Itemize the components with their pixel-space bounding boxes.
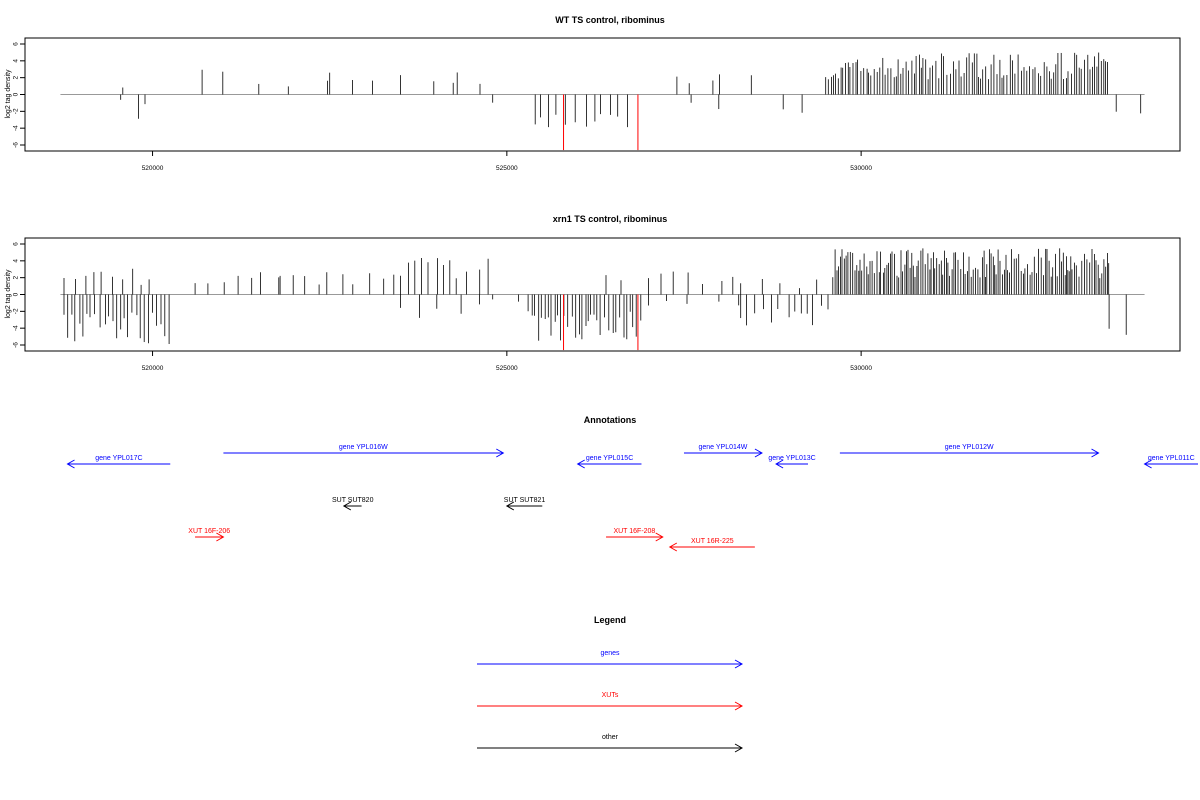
- y-tick-label: -2: [13, 108, 20, 114]
- highlight-bars: [563, 294, 639, 351]
- y-axis: -6 -4 -2 0 2 4 6: [13, 242, 26, 348]
- annotation-feature: gene YPL017C: [66, 455, 171, 469]
- y-tick-label: -6: [13, 142, 20, 148]
- annotation-feature: XUT 16F-208: [606, 528, 664, 542]
- feature-label: gene YPL015C: [586, 455, 633, 462]
- legend-title: Legend: [594, 615, 626, 625]
- feature-label: SUT SUT821: [504, 497, 546, 504]
- annotation-feature: XUT 16R-225: [668, 538, 755, 552]
- y-tick-label: 0: [13, 292, 20, 296]
- legend-arrowhead: [734, 659, 744, 669]
- annotation-feature: gene YPL014W: [683, 444, 763, 458]
- annotation-feature: gene YPL016W: [223, 444, 505, 458]
- panel-title: WT TS control, ribominus: [555, 15, 665, 25]
- x-tick-label: 525000: [496, 365, 518, 372]
- panel-title: xrn1 TS control, ribominus: [553, 214, 668, 224]
- feature-arrowhead: [505, 501, 515, 511]
- x-axis: 520000 525000 530000: [142, 151, 872, 172]
- feature-arrowhead: [66, 459, 75, 469]
- feature-arrowhead: [775, 459, 784, 469]
- legend-item: XUTs: [477, 692, 744, 711]
- annotation-features: gene YPL017C gene YPL016W gene YPL015C gene…: [66, 444, 1198, 552]
- y-tick-label: 2: [13, 275, 20, 279]
- feature-arrowhead: [655, 532, 664, 542]
- feature-arrowhead: [576, 459, 585, 469]
- feature-label: gene YPL014W: [698, 444, 747, 451]
- y-tick-label: -4: [13, 125, 20, 131]
- feature-arrowhead: [1143, 459, 1152, 469]
- y-axis: -6 -4 -2 0 2 4 6: [13, 42, 26, 148]
- y-axis-label: log2 tag density: [5, 69, 12, 119]
- annotation-feature: gene YPL012W: [839, 444, 1100, 458]
- annotation-feature: gene YPL015C: [576, 455, 642, 469]
- x-tick-label: 530000: [850, 365, 872, 372]
- legend-item: other: [477, 734, 744, 753]
- x-tick-label: 520000: [142, 165, 164, 172]
- feature-label: XUT 16R-225: [691, 538, 734, 545]
- annotation-feature: XUT 16F-206: [188, 528, 230, 542]
- legend: Legend genes XUTs other: [477, 615, 744, 753]
- legend-items: genes XUTs other: [477, 650, 744, 753]
- annotation-feature: gene YPL013C: [768, 455, 816, 469]
- legend-arrowhead: [734, 743, 744, 753]
- feature-arrowhead: [496, 448, 505, 458]
- legend-label: other: [602, 734, 619, 741]
- feature-label: gene YPL013C: [768, 455, 815, 462]
- xrn1-ts-control-panel: xrn1 TS control, ribominus -6 -4 -2 0 2 4 6 lo…: [5, 214, 1181, 372]
- feature-arrowhead: [342, 501, 352, 511]
- y-tick-label: 6: [13, 242, 20, 246]
- feature-label: XUT 16F-206: [188, 528, 230, 535]
- y-tick-label: 4: [13, 59, 20, 63]
- y-axis-label: log2 tag density: [5, 269, 12, 319]
- x-tick-label: 530000: [850, 165, 872, 172]
- feature-label: gene YPL012W: [945, 444, 994, 451]
- feature-arrowhead: [668, 542, 678, 552]
- y-tick-label: 4: [13, 259, 20, 263]
- y-tick-label: 2: [13, 75, 20, 79]
- x-tick-label: 525000: [496, 165, 518, 172]
- feature-label: gene YPL011C: [1148, 455, 1195, 462]
- legend-label: XUTs: [602, 692, 619, 699]
- feature-label: SUT SUT820: [332, 497, 374, 504]
- annotation-feature: gene YPL011C: [1143, 455, 1198, 469]
- density-bars: [120, 52, 1142, 128]
- feature-arrowhead: [754, 448, 763, 458]
- y-tick-label: -6: [13, 342, 20, 348]
- feature-label: gene YPL016W: [339, 444, 388, 451]
- highlight-bars: [563, 94, 639, 151]
- y-tick-label: 6: [13, 42, 20, 46]
- legend-label: genes: [600, 650, 620, 657]
- annotation-feature: SUT SUT820: [332, 497, 374, 511]
- feature-arrowhead: [216, 532, 225, 542]
- x-axis: 520000 525000 530000: [142, 351, 872, 372]
- annotation-feature: SUT SUT821: [504, 497, 546, 511]
- wt-ts-control-panel: WT TS control, ribominus -6 -4 -2 0 2 4 6 log2…: [5, 15, 1181, 172]
- legend-arrowhead: [734, 701, 744, 711]
- y-tick-label: -2: [13, 308, 20, 314]
- y-tick-label: 0: [13, 92, 20, 96]
- x-tick-label: 520000: [142, 365, 164, 372]
- feature-arrowhead: [1091, 448, 1100, 458]
- feature-label: gene YPL017C: [95, 455, 142, 462]
- annotations-title: Annotations: [584, 415, 637, 425]
- legend-item: genes: [477, 650, 744, 669]
- density-bars: [63, 248, 1127, 345]
- feature-label: XUT 16F-208: [613, 528, 655, 535]
- y-tick-label: -4: [13, 325, 20, 331]
